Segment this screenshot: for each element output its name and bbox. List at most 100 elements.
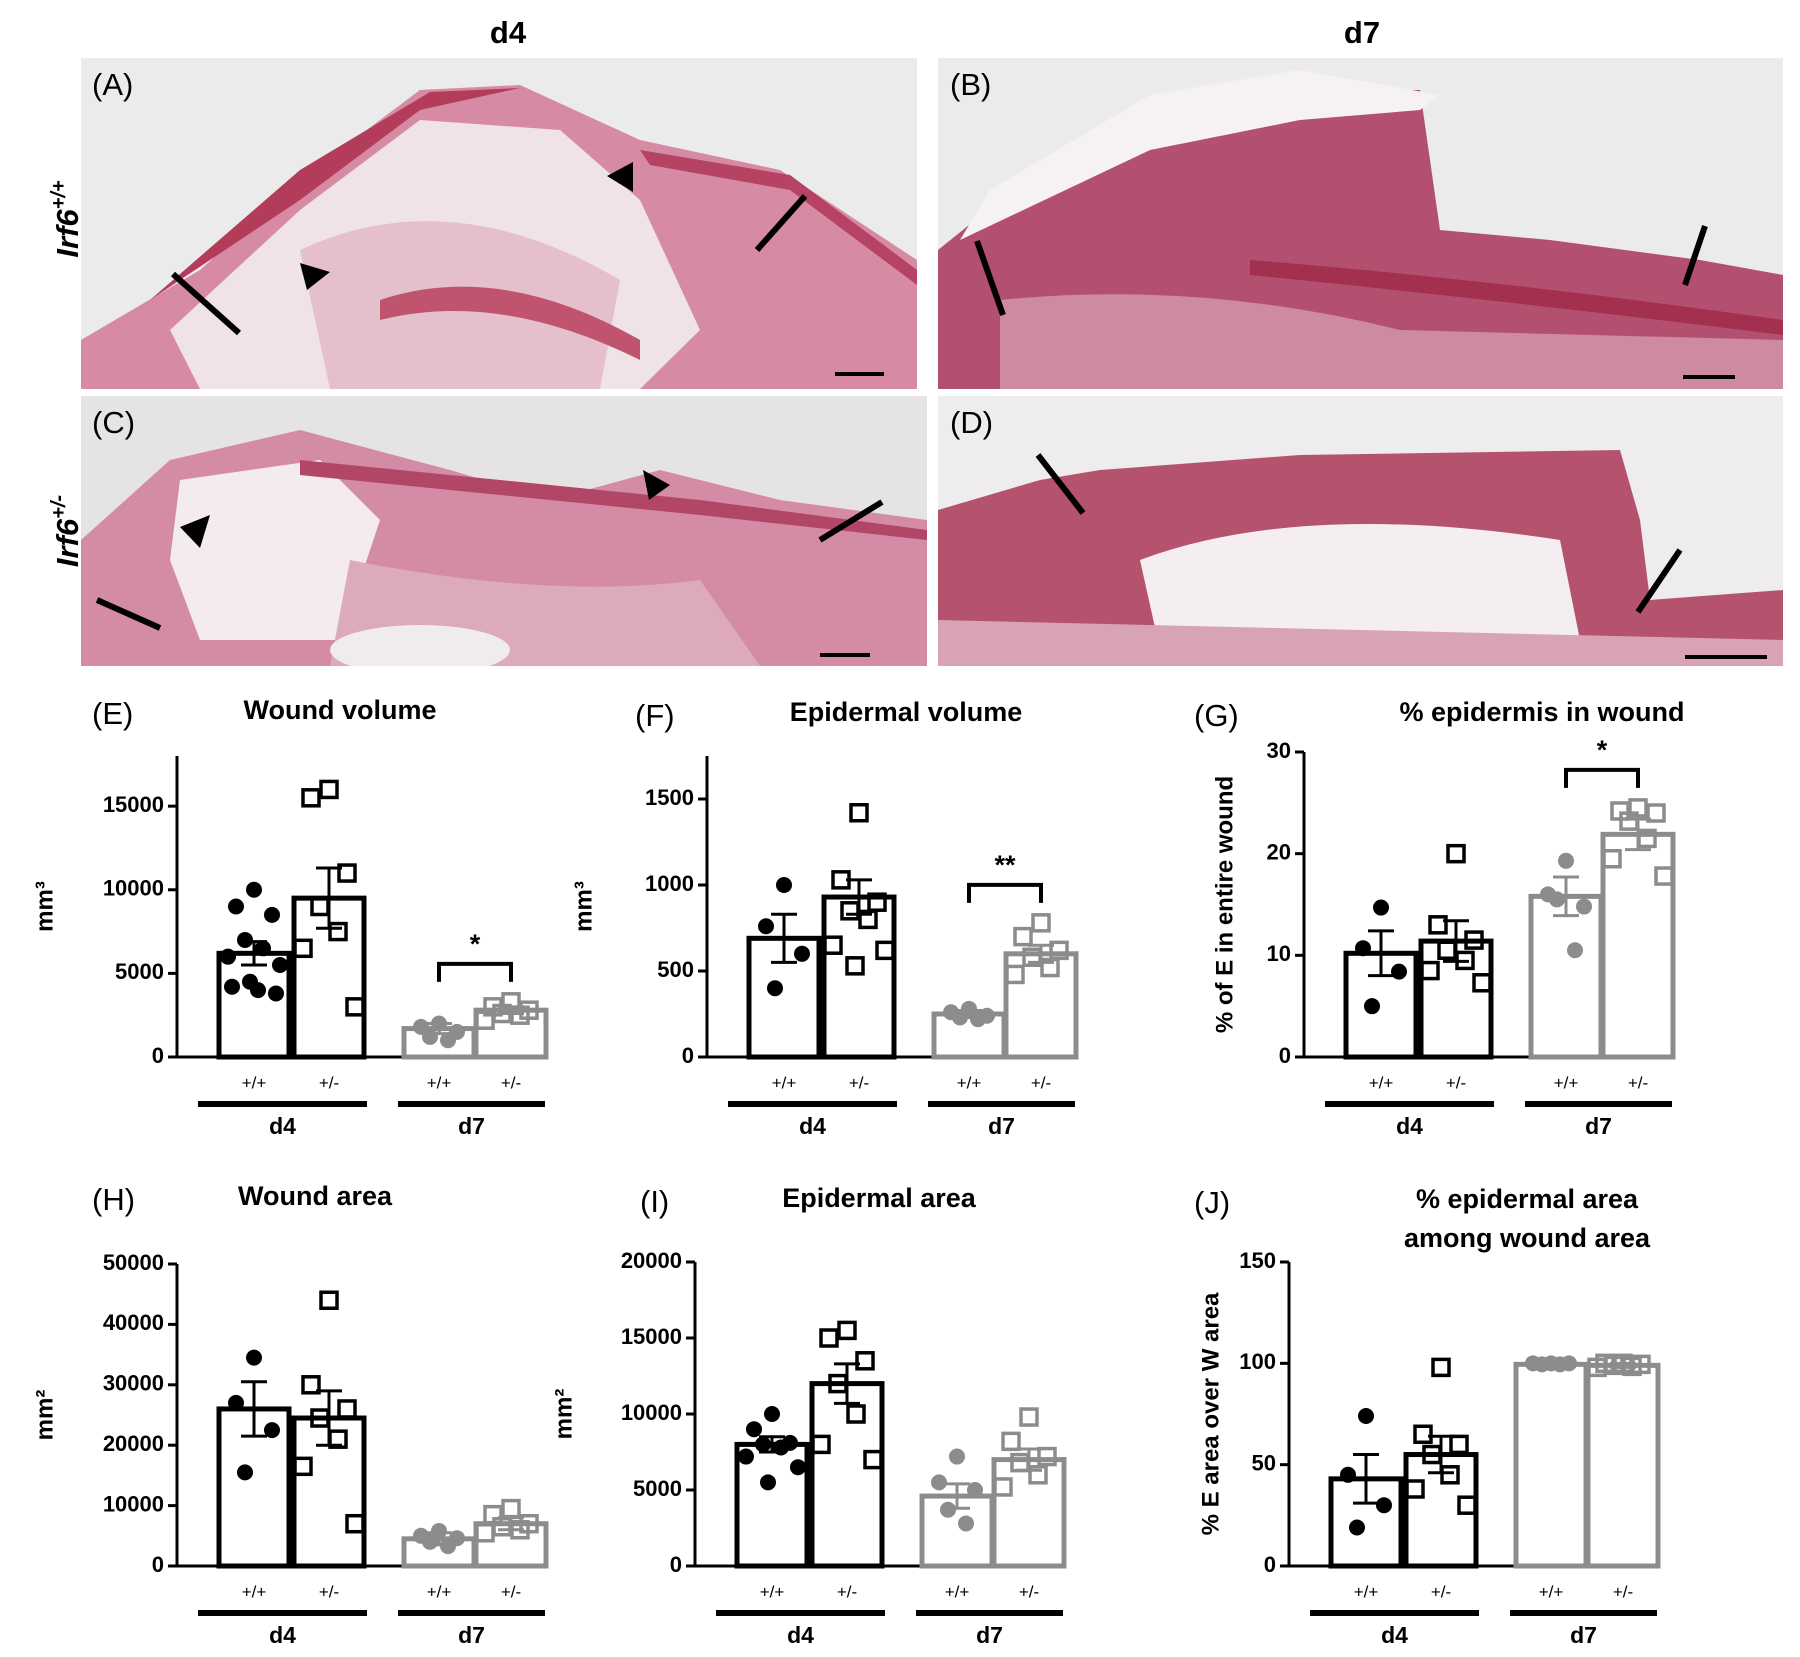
x-tick-label: +/- xyxy=(1446,1073,1466,1092)
group-label: d4 xyxy=(269,1113,296,1139)
panel-label: (F) xyxy=(635,698,675,733)
data-point xyxy=(1355,940,1371,957)
data-point xyxy=(1646,803,1666,823)
group-label: d4 xyxy=(787,1622,814,1648)
y-tick-label: 15000 xyxy=(621,1324,682,1349)
y-tick-label: 0 xyxy=(682,1043,694,1068)
data-point xyxy=(855,1351,875,1371)
data-point xyxy=(773,1439,789,1456)
data-point xyxy=(1446,843,1466,864)
data-point xyxy=(764,1406,780,1422)
x-tick-label: +/+ xyxy=(772,1073,797,1092)
x-tick-label: +/+ xyxy=(945,1582,970,1601)
data-point xyxy=(1040,957,1060,978)
y-tick-label: 500 xyxy=(657,957,694,982)
y-axis-label: mm² xyxy=(550,1389,577,1440)
data-point xyxy=(1440,1465,1460,1485)
data-point xyxy=(1576,898,1592,915)
data-point xyxy=(237,1464,253,1481)
significance-bracket xyxy=(1564,767,1640,788)
x-tick-label: +/- xyxy=(319,1582,339,1601)
data-point xyxy=(301,788,321,808)
data-point xyxy=(1420,960,1440,981)
significance-label: * xyxy=(470,929,481,959)
data-point xyxy=(422,1533,438,1550)
y-axis-label: mm³ xyxy=(570,881,597,932)
data-point xyxy=(1457,1495,1477,1515)
data-point xyxy=(1567,942,1583,959)
bar xyxy=(1528,893,1604,1060)
y-tick-label: 0 xyxy=(1264,1552,1276,1577)
panel-label: (I) xyxy=(640,1184,669,1219)
chart-title: Wound volume xyxy=(244,695,437,725)
x-tick-label: +/- xyxy=(1031,1073,1051,1092)
data-point xyxy=(1602,849,1622,869)
y-tick-label: 10000 xyxy=(621,1400,682,1425)
y-tick-label: 50000 xyxy=(103,1250,164,1275)
data-point xyxy=(828,1373,848,1394)
data-point xyxy=(746,1421,762,1438)
genotype: +/+ xyxy=(48,180,70,209)
significance-label: * xyxy=(1597,735,1608,765)
y-tick-label: 5000 xyxy=(115,959,164,984)
significance-bracket xyxy=(967,882,1043,903)
data-point xyxy=(475,1010,495,1030)
bar xyxy=(931,1011,1007,1060)
data-point xyxy=(1340,1466,1356,1483)
data-point xyxy=(831,870,851,890)
data-point xyxy=(1431,1357,1451,1378)
data-point xyxy=(849,803,869,823)
y-tick-label: 20 xyxy=(1267,839,1291,864)
data-point xyxy=(272,957,288,974)
data-point xyxy=(337,863,357,883)
panel-label: (B) xyxy=(950,67,991,102)
data-point xyxy=(1422,1444,1442,1465)
data-point xyxy=(319,779,339,800)
data-point xyxy=(1022,947,1042,967)
data-point xyxy=(949,1448,965,1465)
data-point xyxy=(1391,963,1407,980)
data-point xyxy=(1376,1497,1392,1514)
group-label: d7 xyxy=(988,1113,1015,1139)
data-point xyxy=(1013,926,1033,947)
data-point xyxy=(755,1436,771,1453)
group-label: d7 xyxy=(976,1622,1003,1648)
data-point xyxy=(328,921,348,942)
data-point xyxy=(931,1474,947,1491)
chart-title: % epidermal area xyxy=(1416,1184,1639,1214)
group-label: d7 xyxy=(458,1622,485,1648)
data-point xyxy=(510,1005,530,1025)
group-label: d4 xyxy=(799,1113,826,1139)
data-point xyxy=(264,906,280,923)
data-point xyxy=(1001,1431,1021,1452)
data-point xyxy=(1472,973,1492,993)
chart-title: % epidermis in wound xyxy=(1399,697,1684,727)
data-point xyxy=(1413,1424,1433,1445)
x-tick-label: +/- xyxy=(1431,1582,1451,1601)
data-point xyxy=(1349,1519,1365,1536)
histology-image xyxy=(938,58,1783,389)
x-tick-label: +/+ xyxy=(760,1582,785,1601)
data-point xyxy=(970,1011,986,1028)
data-point xyxy=(255,940,271,957)
data-point xyxy=(823,935,843,955)
data-point xyxy=(431,1522,447,1539)
y-tick-label: 10000 xyxy=(103,876,164,901)
data-point xyxy=(1373,899,1389,916)
data-point xyxy=(790,1459,806,1476)
x-tick-label: +/+ xyxy=(1354,1582,1379,1601)
data-point xyxy=(1037,1446,1057,1467)
x-tick-label: +/+ xyxy=(1539,1582,1564,1601)
x-tick-label: +/- xyxy=(501,1073,521,1092)
y-tick-label: 5000 xyxy=(633,1476,682,1501)
panel-label: (E) xyxy=(92,696,133,731)
data-point xyxy=(440,1032,456,1049)
chart-title: Epidermal volume xyxy=(790,697,1023,727)
data-point xyxy=(293,938,313,959)
x-tick-label: +/- xyxy=(319,1073,339,1092)
data-point xyxy=(264,1422,280,1439)
column-header: d7 xyxy=(1344,15,1380,50)
data-point xyxy=(301,1375,321,1395)
data-point xyxy=(319,1290,339,1310)
data-point xyxy=(840,901,860,921)
